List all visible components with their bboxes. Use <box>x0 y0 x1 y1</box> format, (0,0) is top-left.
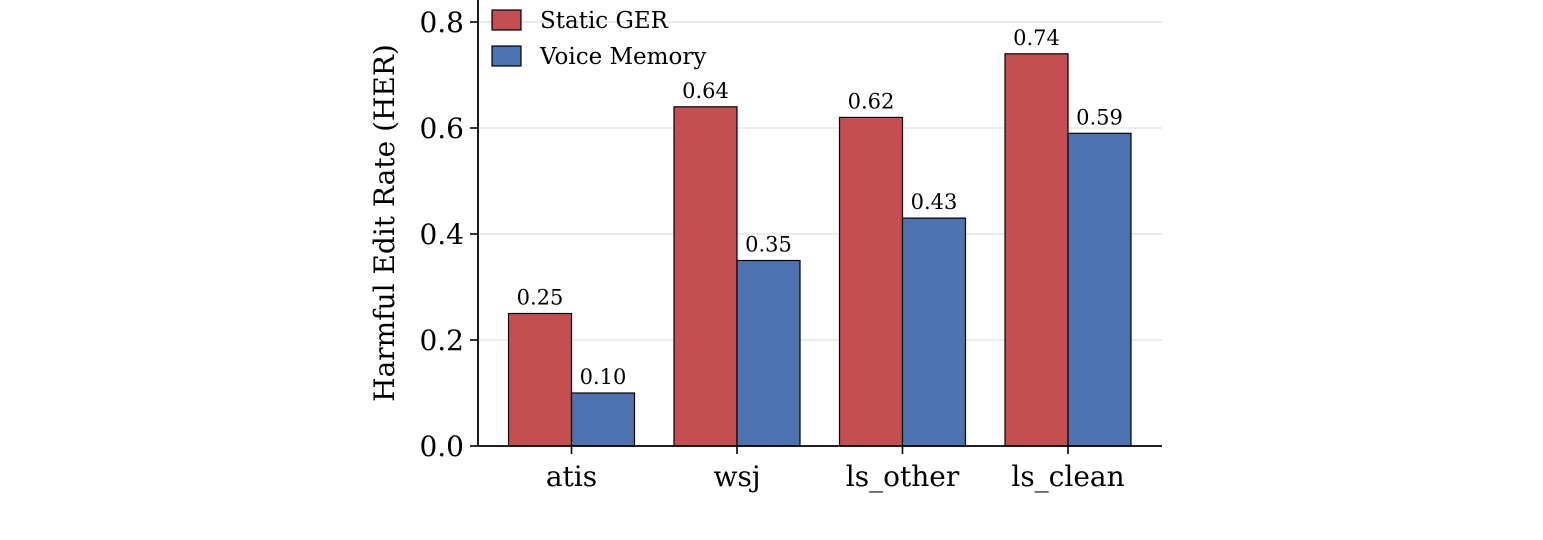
data-label: 0.64 <box>682 79 729 103</box>
data-label: 0.62 <box>848 89 895 113</box>
axes-layer: 0.0 0.2 0.4 0.6 0.8 atis wsj ls_other ls_clean <box>419 0 1162 493</box>
legend-label: Static GER <box>540 8 669 34</box>
x-tick-label: ls_clean <box>1011 460 1124 493</box>
x-tick-label: ls_other <box>846 460 960 493</box>
data-labels-layer: 0.25 0.10 0.64 0.35 0.62 0.43 0.74 0.59 <box>517 26 1123 389</box>
data-label: 0.35 <box>745 233 792 257</box>
y-axis-title: Harmful Edit Rate (HER) <box>368 44 401 402</box>
data-label: 0.10 <box>580 365 627 389</box>
bar <box>507 312 573 447</box>
bar <box>736 259 801 447</box>
y-tick-label: 0.0 <box>419 430 464 463</box>
legend: Static GER Voice Memory <box>491 8 706 70</box>
bar <box>673 106 738 447</box>
data-label: 0.43 <box>911 190 958 214</box>
data-label: 0.74 <box>1013 26 1060 50</box>
bar <box>1067 132 1132 447</box>
y-tick-label: 0.4 <box>419 218 464 251</box>
legend-swatch <box>491 9 522 31</box>
y-tick-label: 0.6 <box>419 112 464 145</box>
bar <box>901 217 967 447</box>
bar <box>570 392 636 447</box>
data-label: 0.59 <box>1076 105 1123 129</box>
bar <box>838 116 904 447</box>
y-tick-label: 0.2 <box>419 324 464 357</box>
bar <box>1004 53 1069 447</box>
data-label: 0.25 <box>517 286 564 310</box>
x-tick-label: atis <box>546 460 597 493</box>
bars-layer <box>507 53 1132 447</box>
legend-swatch <box>491 45 522 67</box>
y-tick-label: 0.8 <box>419 6 464 39</box>
x-tick-label: wsj <box>713 460 760 493</box>
legend-label: Voice Memory <box>539 44 706 70</box>
